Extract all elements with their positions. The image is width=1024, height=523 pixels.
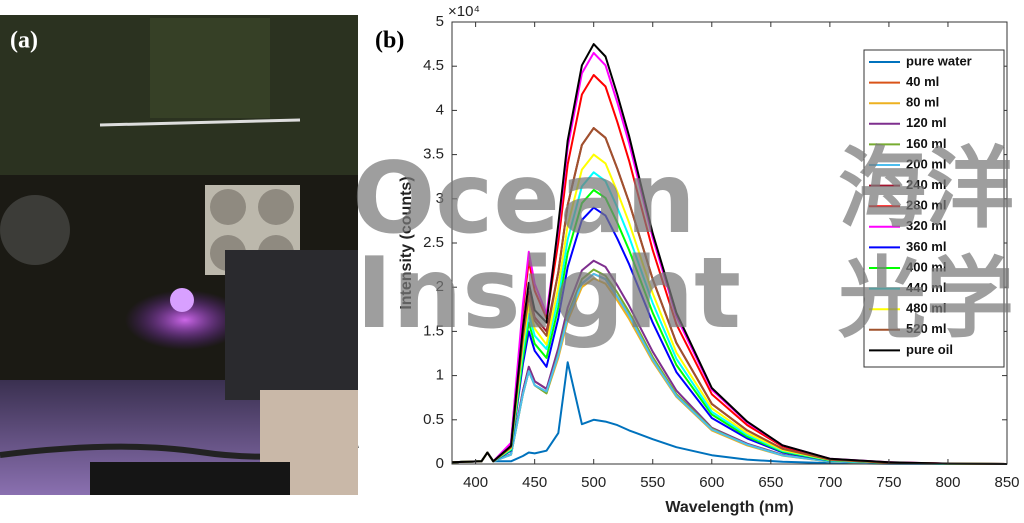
legend-label: 520 ml <box>906 321 946 336</box>
y-tick-label: 3.5 <box>423 146 444 163</box>
legend-label: 480 ml <box>906 301 946 316</box>
series-line <box>451 361 1008 465</box>
legend-label: 280 ml <box>906 198 946 213</box>
series-line <box>451 43 1008 465</box>
y-tick-label: 4.5 <box>423 57 444 74</box>
panel-label: (b) <box>375 28 404 54</box>
y-tick-label: 1.5 <box>423 322 444 339</box>
legend-label: 120 ml <box>906 115 946 130</box>
plot-area: 400 450 500 550 600 650 700 750 800 850 0 0.5 1 1.5 2 2… <box>398 3 1019 516</box>
y-tick-label: 0.5 <box>423 411 444 428</box>
legend-label: 400 ml <box>906 259 946 274</box>
y-multiplier: ×10⁴ <box>448 3 480 20</box>
legend-label: pure oil <box>906 342 953 357</box>
legend-label: 320 ml <box>906 218 946 233</box>
legend-label: 440 ml <box>906 280 946 295</box>
watermark: 海洋 <box>838 137 1014 240</box>
watermark: Insight <box>356 237 741 351</box>
legend-label: 160 ml <box>906 136 946 151</box>
y-tick-label: 2.5 <box>423 234 444 251</box>
legend-label: pure water <box>906 53 972 68</box>
photo <box>0 15 359 495</box>
x-tick-label: 650 <box>758 474 783 491</box>
y-tick-label: 5 <box>436 13 444 30</box>
legend-label: 80 ml <box>906 95 939 110</box>
legend-label: 40 ml <box>906 74 939 89</box>
series-line <box>451 272 1008 465</box>
x-tick-label: 400 <box>463 474 488 491</box>
x-tick-label: 550 <box>640 474 665 491</box>
y-tick-label: 1 <box>436 367 444 384</box>
watermark: 光学 <box>838 247 1014 350</box>
y-tick-label: 4 <box>436 101 444 118</box>
x-tick-label: 600 <box>699 474 724 491</box>
x-tick-label: 450 <box>522 474 547 491</box>
y-tick-label: 0 <box>436 455 444 472</box>
y-tick-label: 2 <box>436 278 444 295</box>
x-axis-label: Wavelength (nm) <box>665 499 793 516</box>
y-axis-label: Intensity (counts) <box>398 176 415 309</box>
legend-label: 200 ml <box>906 156 946 171</box>
legend-label: 360 ml <box>906 239 946 254</box>
y-tick-label: 3 <box>436 190 444 207</box>
x-tick-label: 500 <box>581 474 606 491</box>
x-tick-label: 750 <box>876 474 901 491</box>
x-tick-label: 700 <box>817 474 842 491</box>
x-tick-label: 800 <box>935 474 960 491</box>
legend-label: 240 ml <box>906 177 946 192</box>
watermark: Ocean <box>352 142 696 256</box>
x-tick-label: 850 <box>994 474 1019 491</box>
panel-label: (a) <box>10 28 38 54</box>
